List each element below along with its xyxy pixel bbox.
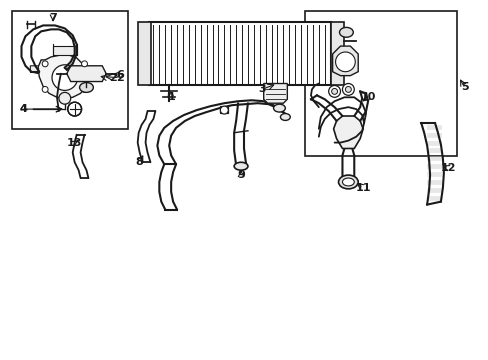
Text: 1: 1 <box>167 92 175 102</box>
Circle shape <box>335 52 355 72</box>
Ellipse shape <box>339 27 352 37</box>
Polygon shape <box>53 46 77 55</box>
Text: 3: 3 <box>257 84 265 94</box>
Text: 4: 4 <box>20 104 27 114</box>
Text: 12: 12 <box>440 163 456 173</box>
Text: 2: 2 <box>109 73 117 82</box>
Bar <box>149 22 330 85</box>
Circle shape <box>81 86 87 93</box>
Circle shape <box>331 89 337 94</box>
Circle shape <box>52 65 78 90</box>
Text: 9: 9 <box>237 170 244 180</box>
Text: 11: 11 <box>355 183 370 193</box>
Polygon shape <box>86 72 95 80</box>
Polygon shape <box>67 66 106 82</box>
Text: 4: 4 <box>20 104 27 114</box>
Polygon shape <box>220 106 228 113</box>
Bar <box>12 11 127 129</box>
Circle shape <box>345 86 350 93</box>
Polygon shape <box>333 116 363 148</box>
Polygon shape <box>38 55 88 98</box>
Circle shape <box>42 86 48 93</box>
Circle shape <box>42 61 48 67</box>
Polygon shape <box>263 84 287 103</box>
Text: 2: 2 <box>116 73 123 82</box>
Text: 5: 5 <box>460 82 468 93</box>
Text: 10: 10 <box>360 92 375 102</box>
Bar <box>330 22 344 85</box>
Text: 6: 6 <box>116 69 123 80</box>
Circle shape <box>220 106 228 114</box>
Text: 13: 13 <box>67 138 82 148</box>
Ellipse shape <box>234 162 247 170</box>
Circle shape <box>81 61 87 67</box>
Ellipse shape <box>80 82 93 93</box>
Ellipse shape <box>85 73 93 78</box>
Bar <box>305 11 456 156</box>
Bar <box>138 22 151 85</box>
Circle shape <box>68 102 81 116</box>
Ellipse shape <box>273 104 285 112</box>
Text: 7: 7 <box>49 13 57 23</box>
Ellipse shape <box>342 178 353 186</box>
Text: 8: 8 <box>136 157 143 167</box>
Polygon shape <box>332 46 358 76</box>
Ellipse shape <box>338 175 358 189</box>
Circle shape <box>59 93 71 104</box>
Ellipse shape <box>280 113 290 121</box>
Polygon shape <box>30 66 38 74</box>
Circle shape <box>342 84 353 95</box>
Circle shape <box>328 85 340 97</box>
